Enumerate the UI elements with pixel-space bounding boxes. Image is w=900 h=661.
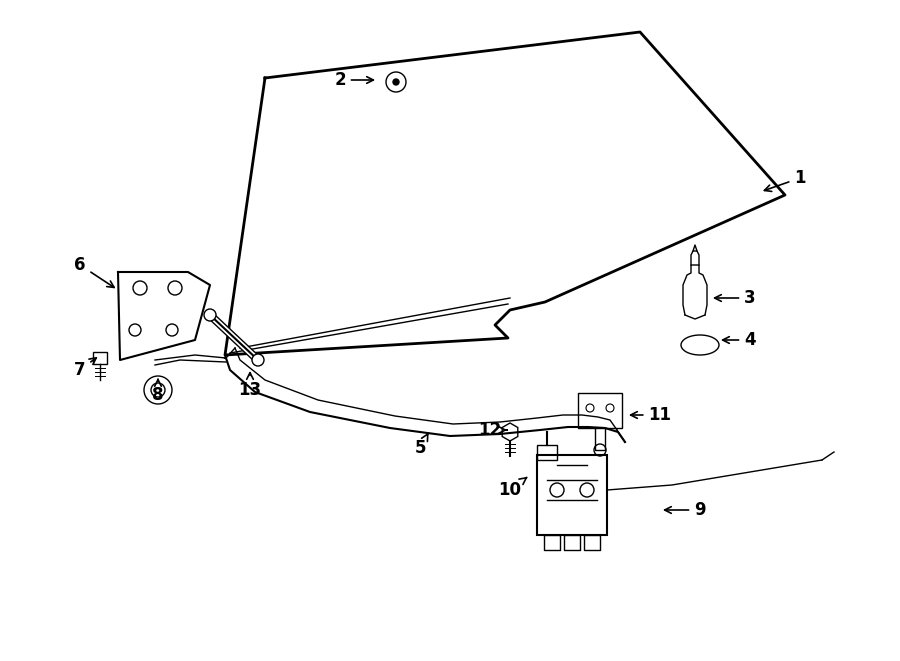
Bar: [578, 393, 622, 428]
Circle shape: [393, 79, 399, 85]
Text: 3: 3: [715, 289, 756, 307]
Text: 4: 4: [723, 331, 756, 349]
Text: 7: 7: [74, 358, 96, 379]
Text: 2: 2: [334, 71, 373, 89]
Text: 5: 5: [414, 434, 428, 457]
Text: 10: 10: [499, 477, 526, 499]
Bar: [537, 445, 557, 460]
Text: 6: 6: [74, 256, 114, 288]
Bar: [537, 455, 607, 535]
Text: 11: 11: [631, 406, 671, 424]
Text: 13: 13: [238, 373, 262, 399]
Text: 1: 1: [764, 169, 806, 192]
Bar: [93, 352, 107, 364]
Text: 8: 8: [152, 379, 164, 404]
Text: 12: 12: [479, 421, 507, 439]
Circle shape: [252, 354, 264, 366]
Text: 9: 9: [664, 501, 706, 519]
Circle shape: [204, 309, 216, 321]
